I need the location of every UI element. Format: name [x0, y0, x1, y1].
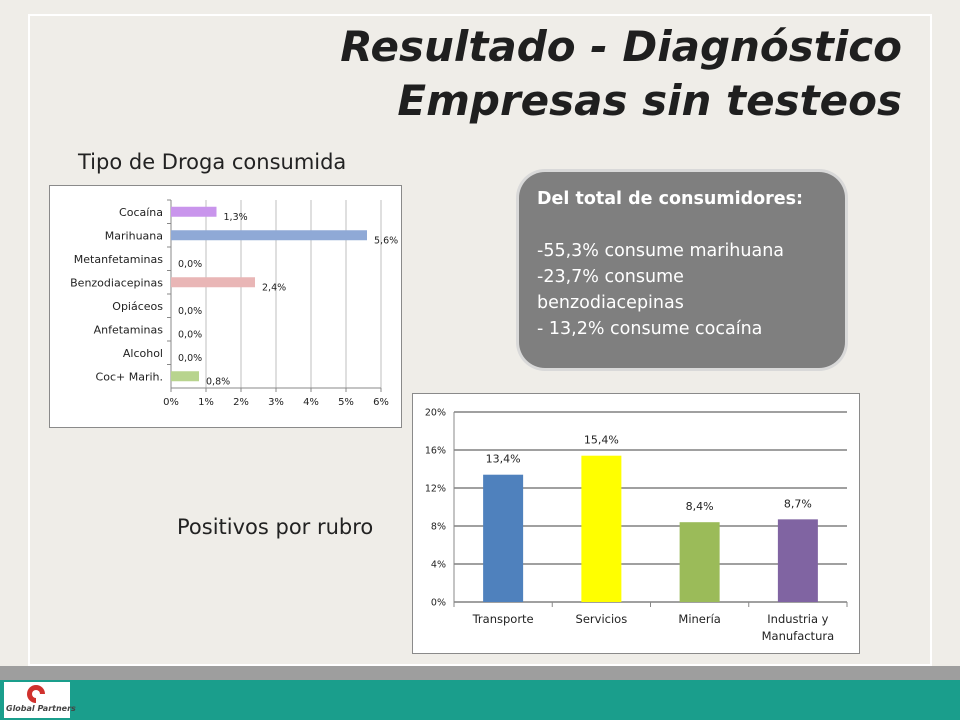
- drug-chart-svg: 0% 1% 2% 3% 4% 5% 6% Cocaína 1,3% Marihuana 5,6% Me…: [70, 199, 398, 408]
- sector-category-label: Manufactura: [762, 629, 835, 643]
- sector-chart-svg: 0% 4% 8% 12% 16% 20% 13,4% Transporte 15,4% Servi…: [425, 408, 848, 643]
- sector-bar: [679, 522, 720, 602]
- sector-data-label: 8,7%: [784, 497, 812, 510]
- sector-bar: [581, 455, 622, 602]
- sector-bar: [777, 519, 818, 602]
- sector-chart-label: Positivos por rubro: [177, 515, 374, 539]
- sector-chart: 0% 4% 8% 12% 16% 20% 13,4% Transporte 15,4% Servi…: [412, 393, 860, 654]
- title-line-1: Resultado - Diagnóstico: [340, 22, 902, 71]
- title-line-2: Empresas sin testeos: [397, 76, 902, 125]
- slide-title: Resultado - Diagnóstico Empresas sin tes…: [202, 20, 902, 128]
- drug-x-tick-label: 5%: [338, 397, 354, 408]
- drug-category-label: Cocaína: [119, 206, 163, 219]
- sector-y-tick-label: 0%: [431, 598, 446, 609]
- footer-gray-band: [0, 666, 960, 680]
- drug-data-label: 2,4%: [262, 282, 286, 293]
- drug-x-tick-label: 1%: [198, 397, 214, 408]
- drug-category-label: Metanfetaminas: [74, 253, 163, 266]
- drug-x-tick-label: 0%: [163, 397, 179, 408]
- drug-bar: [171, 206, 217, 217]
- drug-data-label: 0,0%: [178, 353, 202, 364]
- callout-line-1: -55,3% consume marihuana: [537, 241, 785, 261]
- drug-data-label: 0,0%: [178, 306, 202, 317]
- callout-line-2: -23,7% consume benzodiacepinas: [537, 267, 684, 313]
- sector-y-tick-label: 16%: [425, 446, 446, 457]
- drug-category-label: Benzodiacepinas: [70, 276, 163, 289]
- drug-x-tick-label: 2%: [233, 397, 249, 408]
- sector-data-label: 8,4%: [686, 500, 714, 513]
- drug-category-label: Coc+ Marih.: [96, 370, 163, 383]
- drug-data-label: 5,6%: [374, 235, 398, 246]
- slide-frame: [28, 14, 932, 666]
- drug-data-label: 1,3%: [224, 212, 248, 223]
- callout-line-3: - 13,2% consume cocaína: [537, 319, 763, 339]
- sector-category-label: Servicios: [576, 612, 628, 626]
- drug-data-label: 0,8%: [206, 376, 230, 387]
- sector-category-label: Transporte: [472, 612, 534, 626]
- sector-y-tick-label: 4%: [431, 560, 446, 571]
- drug-chart-label: Tipo de Droga consumida: [78, 150, 347, 174]
- sector-bar: [483, 474, 524, 602]
- sector-category-label: Industria y: [767, 612, 828, 626]
- drug-x-tick-label: 6%: [373, 397, 389, 408]
- drug-category-label: Alcohol: [123, 347, 163, 360]
- drug-bar: [171, 371, 199, 382]
- drug-x-tick-label: 3%: [268, 397, 284, 408]
- drug-chart: 0% 1% 2% 3% 4% 5% 6% Cocaína 1,3% Marihuana 5,6% Me…: [49, 185, 402, 428]
- drug-bar: [171, 277, 255, 288]
- drug-bar: [171, 230, 367, 241]
- sector-category-label: Minería: [678, 612, 720, 626]
- company-logo: Global Partners: [4, 682, 76, 718]
- sector-data-label: 13,4%: [486, 453, 521, 466]
- consumers-callout: Del total de consumidores: -55,3% consum…: [519, 172, 845, 368]
- drug-data-label: 0,0%: [178, 259, 202, 270]
- drug-category-label: Anfetaminas: [94, 323, 164, 336]
- sector-y-tick-label: 8%: [431, 522, 446, 533]
- logo-text: Global Partners: [6, 704, 76, 713]
- sector-y-tick-label: 20%: [425, 408, 446, 419]
- logo-mark-icon: [27, 685, 45, 703]
- drug-category-label: Opiáceos: [112, 300, 163, 313]
- drug-data-label: 0,0%: [178, 329, 202, 340]
- drug-category-label: Marihuana: [105, 229, 163, 242]
- callout-heading: Del total de consumidores:: [537, 189, 804, 209]
- sector-y-tick-label: 12%: [425, 484, 446, 495]
- sector-data-label: 15,4%: [584, 434, 619, 447]
- drug-x-tick-label: 4%: [303, 397, 319, 408]
- footer-teal-band: [0, 680, 960, 720]
